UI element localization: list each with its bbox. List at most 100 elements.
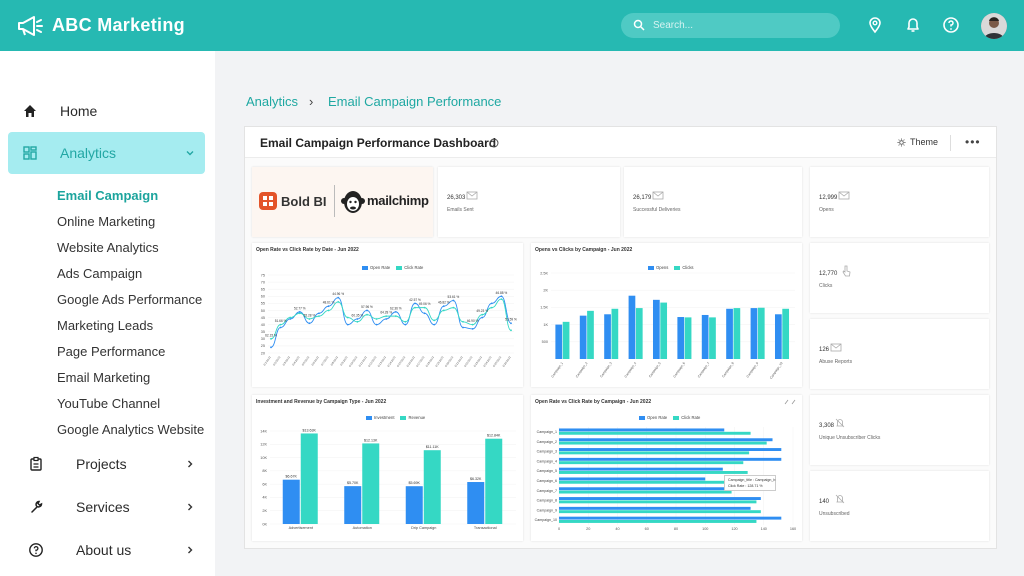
- data-point[interactable]: [366, 309, 368, 312]
- theme-button[interactable]: Theme: [897, 137, 938, 147]
- data-point[interactable]: [394, 310, 397, 313]
- sidebar-subitem[interactable]: YouTube Channel: [57, 396, 161, 411]
- data-point[interactable]: [462, 320, 464, 323]
- bar[interactable]: [559, 487, 760, 491]
- data-point[interactable]: [442, 309, 445, 312]
- sidebar-subitem[interactable]: Google Ads Performance: [57, 292, 203, 307]
- data-point[interactable]: [385, 318, 388, 320]
- data-point[interactable]: [318, 312, 320, 315]
- legend-item[interactable]: Investment: [366, 415, 394, 420]
- legend-item[interactable]: Clicks: [674, 265, 694, 270]
- bar[interactable]: [709, 317, 716, 359]
- bar[interactable]: [467, 482, 485, 524]
- bar[interactable]: [559, 500, 757, 504]
- sidebar-subitem[interactable]: Google Analytics Website: [57, 422, 205, 437]
- bar[interactable]: [635, 308, 643, 359]
- data-point[interactable]: [481, 313, 484, 316]
- data-point[interactable]: [423, 306, 426, 309]
- bar[interactable]: [405, 486, 423, 524]
- data-point[interactable]: [289, 316, 292, 319]
- data-point[interactable]: [471, 327, 474, 330]
- data-point[interactable]: [500, 298, 503, 301]
- data-point[interactable]: [356, 320, 359, 323]
- data-point[interactable]: [270, 337, 272, 340]
- legend-item[interactable]: Click Rate: [396, 265, 423, 270]
- data-point[interactable]: [289, 318, 292, 320]
- data-point[interactable]: [356, 318, 359, 320]
- bar[interactable]: [559, 428, 725, 432]
- sidebar-item-projects[interactable]: Projects: [8, 443, 205, 485]
- data-point[interactable]: [298, 312, 301, 315]
- series-line[interactable]: [270, 298, 512, 340]
- data-point[interactable]: [270, 346, 272, 349]
- series-line[interactable]: [270, 295, 512, 348]
- sidebar-subitem[interactable]: Email Campaign: [57, 188, 159, 203]
- bar[interactable]: [559, 477, 706, 481]
- data-point[interactable]: [404, 320, 407, 323]
- data-point[interactable]: [500, 295, 503, 298]
- bar[interactable]: [559, 510, 761, 514]
- legend-item[interactable]: Revenue: [400, 415, 425, 420]
- sidebar-item-about[interactable]: About us: [8, 529, 205, 571]
- data-point[interactable]: [318, 315, 320, 318]
- bar[interactable]: [559, 448, 782, 452]
- data-point[interactable]: [433, 323, 436, 326]
- bar[interactable]: [559, 441, 767, 445]
- bar[interactable]: [782, 308, 790, 359]
- data-point[interactable]: [462, 326, 464, 329]
- bar[interactable]: [701, 314, 709, 359]
- bar[interactable]: [587, 310, 594, 359]
- sidebar-subitem[interactable]: Page Performance: [57, 344, 166, 359]
- bar[interactable]: [611, 308, 619, 359]
- expand-icon[interactable]: [784, 399, 796, 405]
- sidebar-item-services[interactable]: Services: [8, 486, 205, 528]
- bar[interactable]: [750, 308, 758, 359]
- location-icon[interactable]: [866, 16, 884, 34]
- info-icon[interactable]: [489, 138, 499, 148]
- data-point[interactable]: [510, 329, 512, 332]
- data-point[interactable]: [414, 302, 416, 305]
- data-point[interactable]: [308, 318, 311, 320]
- data-point[interactable]: [337, 301, 340, 303]
- bar[interactable]: [604, 314, 611, 359]
- search-box[interactable]: [621, 13, 840, 38]
- data-point[interactable]: [346, 316, 349, 319]
- data-point[interactable]: [452, 306, 455, 309]
- bar[interactable]: [684, 317, 692, 359]
- data-point[interactable]: [414, 306, 416, 309]
- data-point[interactable]: [279, 323, 282, 326]
- bar[interactable]: [726, 308, 733, 359]
- sidebar-subitem[interactable]: Ads Campaign: [57, 266, 143, 281]
- data-point[interactable]: [404, 323, 407, 326]
- bar[interactable]: [652, 299, 660, 359]
- data-point[interactable]: [385, 315, 388, 318]
- data-point[interactable]: [471, 323, 474, 326]
- data-point[interactable]: [298, 310, 301, 313]
- bar[interactable]: [559, 471, 748, 474]
- data-point[interactable]: [481, 316, 484, 319]
- data-point[interactable]: [375, 318, 378, 320]
- bar[interactable]: [774, 314, 782, 359]
- data-point[interactable]: [452, 299, 455, 302]
- legend-item[interactable]: Open Rate: [639, 415, 667, 420]
- more-options-button[interactable]: •••: [965, 135, 981, 149]
- bar[interactable]: [559, 497, 761, 501]
- sidebar-subitem[interactable]: Email Marketing: [57, 370, 151, 385]
- data-point[interactable]: [394, 315, 397, 318]
- data-point[interactable]: [490, 302, 493, 305]
- bar[interactable]: [660, 302, 668, 359]
- sidebar-item-home[interactable]: Home: [8, 90, 205, 132]
- bar[interactable]: [559, 438, 773, 442]
- bar[interactable]: [559, 490, 732, 494]
- bar[interactable]: [362, 443, 380, 524]
- bar[interactable]: [579, 315, 587, 359]
- bar[interactable]: [555, 324, 563, 359]
- bar[interactable]: [559, 457, 782, 461]
- bar[interactable]: [559, 480, 748, 484]
- data-point[interactable]: [279, 326, 282, 329]
- legend-item[interactable]: Click Rate: [673, 415, 700, 420]
- search-input[interactable]: [653, 13, 833, 38]
- bell-icon[interactable]: [904, 16, 922, 34]
- bar[interactable]: [559, 461, 744, 465]
- data-point[interactable]: [375, 323, 378, 326]
